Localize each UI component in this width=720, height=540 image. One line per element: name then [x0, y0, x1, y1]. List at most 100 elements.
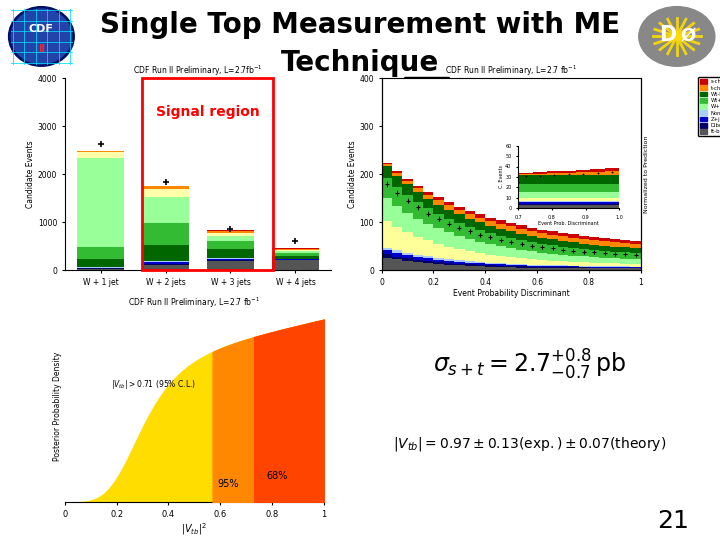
Bar [562, 204, 576, 205]
Bar [464, 266, 475, 270]
Bar [590, 192, 605, 198]
Bar [423, 261, 433, 263]
Bar [423, 256, 433, 258]
Bar [506, 223, 516, 226]
Bar [485, 233, 495, 244]
Bar [568, 234, 579, 238]
Bar [423, 240, 433, 256]
Bar [454, 223, 464, 236]
Bar [547, 184, 562, 192]
Bar [272, 260, 319, 270]
Bar [589, 266, 599, 267]
Bar [537, 260, 547, 265]
Bar [423, 199, 433, 208]
Bar [518, 184, 533, 192]
Bar [454, 249, 464, 260]
Bar [423, 194, 433, 199]
Bar [562, 205, 576, 208]
Bar [413, 257, 423, 260]
Bar [576, 202, 590, 204]
Bar [402, 181, 413, 185]
Bar [558, 241, 568, 247]
Bar [485, 221, 495, 226]
Bar [547, 204, 562, 205]
Bar [382, 166, 392, 178]
Bar [537, 265, 547, 266]
Bar [495, 263, 506, 265]
Bar [464, 251, 475, 261]
Bar [537, 268, 547, 270]
Bar [392, 251, 402, 253]
Bar [576, 198, 590, 201]
Bar [464, 219, 475, 227]
Bar [537, 266, 547, 267]
Text: 68%: 68% [266, 471, 288, 481]
Bar [579, 266, 589, 267]
Bar [631, 253, 641, 259]
Bar [506, 266, 516, 267]
Bar [475, 265, 485, 266]
Bar [518, 176, 533, 184]
Bar [77, 158, 124, 247]
Bar [537, 244, 547, 253]
Bar [207, 231, 254, 233]
Bar [576, 184, 590, 192]
Bar [207, 260, 254, 261]
Bar [495, 224, 506, 228]
Bar [433, 200, 444, 205]
Bar [533, 176, 547, 184]
Bar [433, 228, 444, 244]
Bar [444, 233, 454, 247]
Bar [464, 227, 475, 239]
Bar [142, 188, 189, 197]
Bar [475, 262, 485, 264]
Bar [562, 192, 576, 198]
Bar [392, 173, 402, 176]
Bar [533, 173, 547, 176]
Bar [558, 236, 568, 241]
Bar [527, 236, 537, 242]
Bar [589, 267, 599, 268]
Bar [475, 264, 485, 265]
Bar [568, 266, 579, 267]
Bar [423, 224, 433, 240]
Bar [558, 247, 568, 255]
X-axis label: Event Probability Discriminant: Event Probability Discriminant [453, 289, 570, 299]
Bar [547, 239, 558, 245]
Bar [568, 242, 579, 248]
Bar [77, 259, 124, 267]
Bar [207, 230, 254, 231]
Bar [382, 221, 392, 248]
Bar [620, 240, 631, 243]
Bar [562, 184, 576, 192]
Bar [547, 234, 558, 239]
Bar [454, 236, 464, 249]
Bar [620, 264, 631, 266]
Bar [423, 258, 433, 261]
Bar [590, 176, 605, 184]
Bar [392, 187, 402, 206]
Bar [444, 247, 454, 259]
Bar [77, 247, 124, 259]
Bar [495, 236, 506, 246]
Bar [464, 214, 475, 219]
Bar [207, 241, 254, 249]
Bar [485, 264, 495, 266]
Bar [77, 151, 124, 152]
Bar [444, 261, 454, 263]
Bar [516, 240, 527, 250]
Bar [610, 266, 620, 267]
Bar [485, 266, 495, 267]
Bar [576, 192, 590, 198]
Text: Signal region: Signal region [156, 105, 260, 119]
Bar [423, 263, 433, 270]
Bar [402, 195, 413, 213]
Bar [620, 259, 631, 264]
Bar [433, 262, 444, 264]
Bar [392, 256, 402, 259]
Text: $|V_{tb}| = 0.97 \pm 0.13(\mathrm{exp.}) \pm 0.07(\mathrm{theory})$: $|V_{tb}| = 0.97 \pm 0.13(\mathrm{exp.})… [392, 435, 666, 453]
Bar [599, 238, 610, 241]
Bar [610, 267, 620, 268]
Bar [568, 268, 579, 270]
Bar [444, 202, 454, 205]
